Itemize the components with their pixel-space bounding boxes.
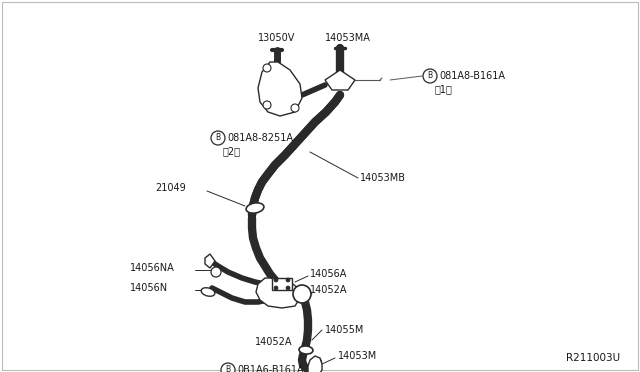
Ellipse shape (246, 203, 264, 213)
Text: 081A8-8251A: 081A8-8251A (227, 133, 293, 143)
Text: B: B (216, 134, 221, 142)
Circle shape (263, 101, 271, 109)
Polygon shape (325, 70, 355, 90)
Polygon shape (272, 278, 292, 290)
Ellipse shape (201, 288, 215, 296)
Circle shape (263, 64, 271, 72)
Text: 14053M: 14053M (338, 351, 377, 361)
Text: 14056NA: 14056NA (130, 263, 175, 273)
Circle shape (221, 363, 235, 372)
Text: 14053MB: 14053MB (360, 173, 406, 183)
Text: 14052A: 14052A (255, 337, 292, 347)
Circle shape (211, 267, 221, 277)
Circle shape (291, 104, 299, 112)
Polygon shape (258, 62, 302, 116)
Text: 081A8-B161A: 081A8-B161A (439, 71, 505, 81)
Text: 14056N: 14056N (130, 283, 168, 293)
Ellipse shape (299, 346, 313, 354)
Text: R211003U: R211003U (566, 353, 620, 363)
Circle shape (286, 286, 290, 290)
Text: 14052A: 14052A (310, 285, 348, 295)
Circle shape (211, 131, 225, 145)
Circle shape (274, 278, 278, 282)
Text: 13050V: 13050V (258, 33, 296, 43)
Text: B: B (225, 366, 230, 372)
Circle shape (274, 286, 278, 290)
Text: 0B1A6-B161A: 0B1A6-B161A (237, 365, 303, 372)
Text: 14055M: 14055M (325, 325, 364, 335)
Text: 14056A: 14056A (310, 269, 348, 279)
Text: （2）: （2） (223, 146, 241, 156)
Circle shape (293, 285, 311, 303)
Circle shape (423, 69, 437, 83)
Circle shape (286, 278, 290, 282)
Polygon shape (205, 254, 215, 268)
Polygon shape (256, 278, 300, 308)
Text: 14053MA: 14053MA (325, 33, 371, 43)
Text: 21049: 21049 (155, 183, 186, 193)
Text: B: B (428, 71, 433, 80)
Text: （1）: （1） (435, 84, 453, 94)
Polygon shape (308, 356, 322, 372)
